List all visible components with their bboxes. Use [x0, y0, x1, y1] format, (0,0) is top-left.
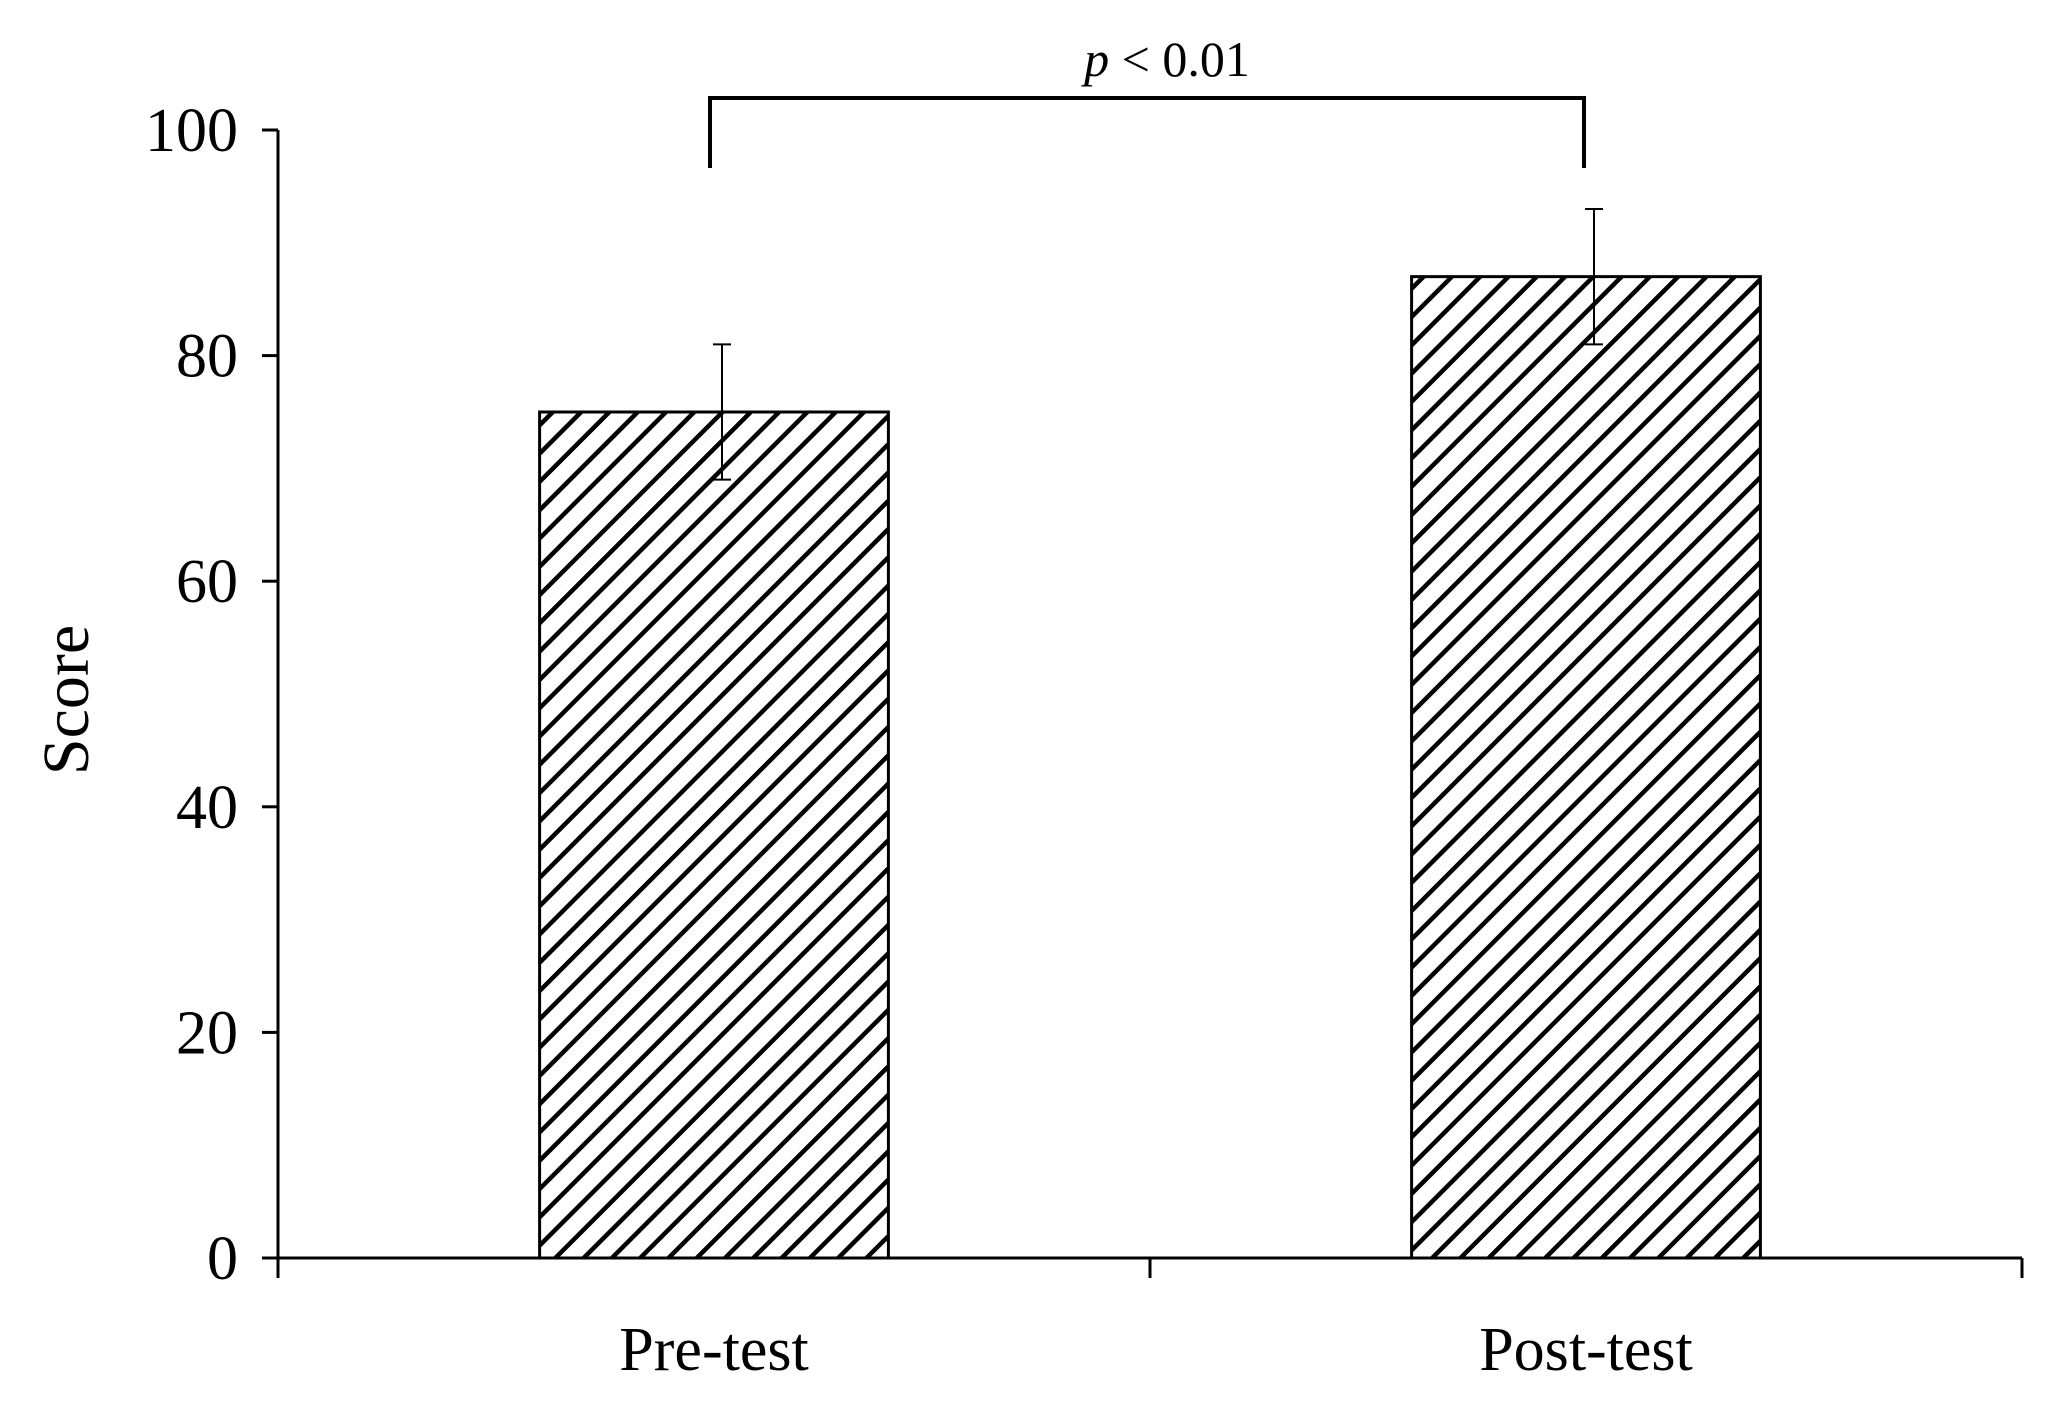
axes-layer	[262, 128, 2024, 1278]
p-symbol: p	[1081, 31, 1109, 87]
y-tick-label: 60	[176, 548, 238, 616]
significance-bracket	[708, 96, 1586, 168]
p-threshold: < 0.01	[1109, 31, 1250, 87]
y-tick-label: 0	[207, 1225, 238, 1293]
y-tick-label: 80	[176, 323, 238, 391]
x-tick-label: Pre-test	[619, 1316, 808, 1384]
y-tick-label: 40	[176, 774, 238, 842]
bar-pre-test	[538, 410, 890, 1260]
x-tick-label: Post-test	[1479, 1316, 1693, 1384]
y-tick-label: 100	[145, 97, 238, 165]
error-bars-layer	[713, 207, 1603, 481]
significance-annotation: p < 0.01	[708, 31, 1586, 168]
y-tick-label: 20	[176, 999, 238, 1067]
significance-label: p < 0.01	[1081, 31, 1250, 87]
bar-post-test	[1410, 275, 1762, 1260]
bars-layer	[538, 275, 1762, 1260]
y-axis-title: Score	[30, 625, 103, 775]
labels-layer: 0 20 40 60 80 100 Pre-test Post-test	[145, 97, 1693, 1384]
